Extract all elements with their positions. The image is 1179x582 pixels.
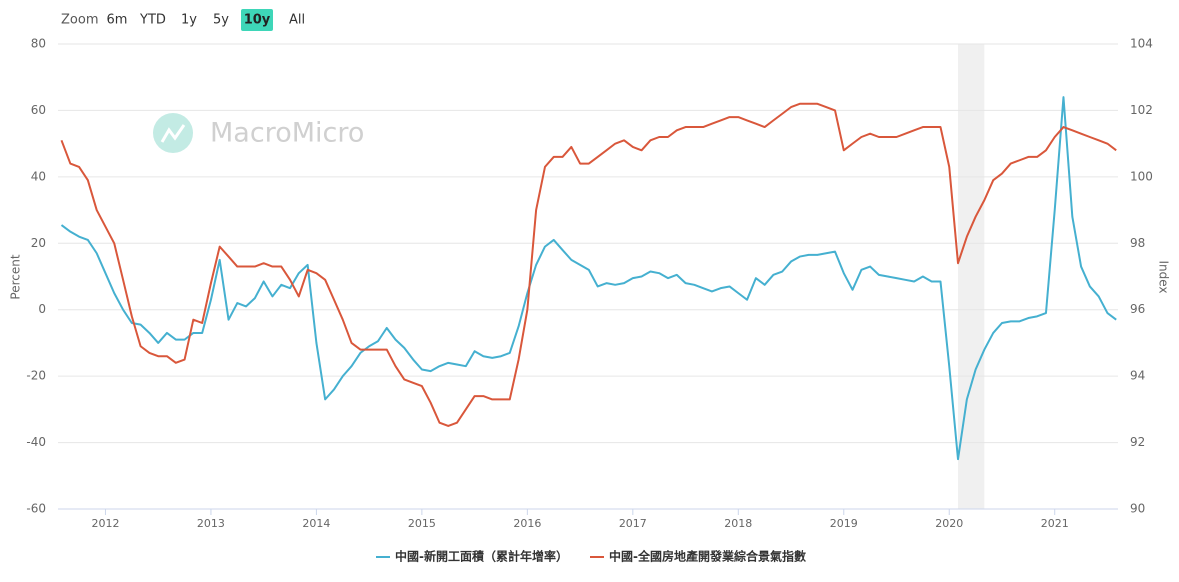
y-tick-label: 60 <box>31 103 46 117</box>
x-tick-label: 2020 <box>935 517 963 530</box>
y-tick-label: -40 <box>26 435 46 449</box>
x-tick-label: 2014 <box>302 517 330 530</box>
y-tick-label: 40 <box>31 169 46 183</box>
y2-tick-label: 94 <box>1130 369 1145 383</box>
y2-tick-label: 102 <box>1130 103 1153 117</box>
y2-tick-label: 90 <box>1130 502 1145 516</box>
watermark-icon <box>160 124 186 143</box>
zoom-button[interactable]: 6m <box>107 13 128 28</box>
y2-tick-label: 104 <box>1130 37 1153 51</box>
y2-tick-label: 92 <box>1130 435 1145 449</box>
series-line <box>60 102 1117 427</box>
zoom-button[interactable]: YTD <box>139 13 166 28</box>
y2-tick-label: 98 <box>1130 236 1145 250</box>
x-tick-label: 2021 <box>1041 517 1069 530</box>
x-tick-label: 2012 <box>91 517 119 530</box>
zoom-button[interactable]: 10y <box>244 13 271 28</box>
watermark: MacroMicro <box>153 113 364 153</box>
x-tick-label: 2019 <box>830 517 858 530</box>
zoom-button-bg[interactable] <box>241 9 273 31</box>
zoom-button[interactable]: 1y <box>181 13 197 28</box>
legend-label[interactable]: 中國-全國房地產開發業綜合景氣指數 <box>609 549 806 564</box>
watermark-text: MacroMicro <box>210 118 364 149</box>
zoom-label: Zoom <box>61 13 98 28</box>
series-line <box>60 96 1117 461</box>
y-tick-label: 20 <box>31 236 46 250</box>
y2-axis-label: Index <box>1157 260 1171 293</box>
y2-tick-label: 100 <box>1130 169 1153 183</box>
y-tick-label: 0 <box>38 302 46 316</box>
legend-label[interactable]: 中國-新開工面積（累計年增率） <box>395 549 568 564</box>
x-tick-label: 2016 <box>513 517 541 530</box>
zoom-button[interactable]: All <box>289 13 305 28</box>
x-tick-label: 2013 <box>197 517 225 530</box>
y-tick-label: 80 <box>31 37 46 51</box>
y-axis-label: Percent <box>9 254 23 299</box>
zoom-button[interactable]: 5y <box>213 13 229 28</box>
x-tick-label: 2015 <box>408 517 436 530</box>
x-tick-label: 2017 <box>619 517 647 530</box>
y-tick-label: -20 <box>26 369 46 383</box>
y-tick-label: -60 <box>26 502 46 516</box>
x-tick-label: 2018 <box>724 517 752 530</box>
y2-tick-label: 96 <box>1130 302 1145 316</box>
